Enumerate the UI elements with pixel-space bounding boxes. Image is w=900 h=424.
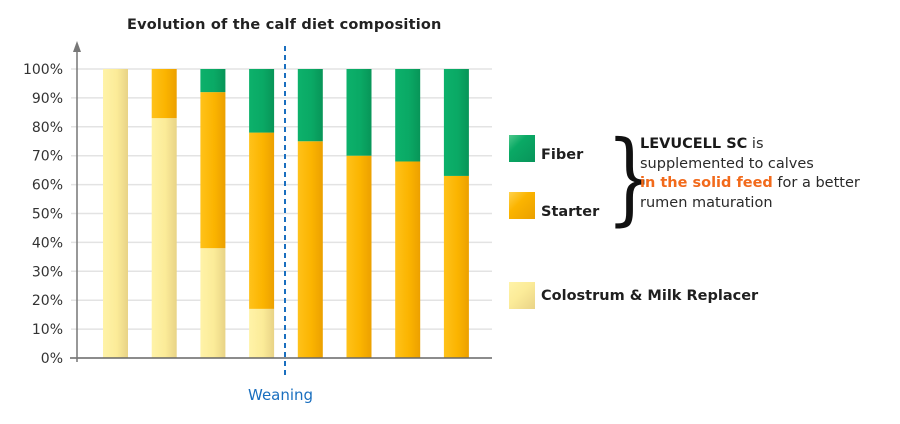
legend-item-colostrum: Colostrum & Milk Replacer: [509, 282, 758, 309]
bar-segment-starter: [297, 141, 323, 358]
y-tick-labels: 0% 10% 20% 30% 40% 50% 60% 70% 80% 90% 100%: [23, 62, 63, 367]
bar-segment-fiber: [346, 69, 372, 156]
legend-label-fiber: Fiber: [541, 147, 584, 163]
bar-segment-colostrum: [200, 248, 226, 358]
bars: [103, 69, 469, 358]
y-tick-label: 10%: [32, 322, 63, 338]
bar-segment-starter: [249, 132, 275, 309]
bar-segment-colostrum: [151, 118, 177, 358]
bar-segment-colostrum: [103, 69, 128, 358]
axes: [70, 41, 492, 362]
note-line-2: supplemented to calves: [640, 155, 814, 172]
bar-segment-fiber: [200, 69, 226, 93]
chart-title: Evolution of the calf diet composition: [127, 17, 442, 33]
note-product: LEVUCELL SC: [640, 136, 748, 152]
legend-item-fiber: Fiber: [509, 133, 583, 163]
y-tick-label: 0%: [41, 351, 63, 367]
weaning-label: Weaning: [248, 386, 314, 404]
y-tick-label: 100%: [23, 62, 63, 78]
bar-segment-starter: [151, 69, 177, 119]
y-tick-label: 20%: [32, 293, 63, 309]
curly-brace-icon: }: [605, 119, 654, 236]
bar-segment-fiber: [249, 69, 275, 133]
note-line-3-rest: for a better: [772, 175, 860, 191]
bar-segment-colostrum: [249, 308, 275, 358]
annotation-note: LEVUCELL SC is supplemented to calves in…: [640, 135, 860, 213]
bar-segment-starter: [346, 155, 372, 358]
bar-segment-starter: [200, 92, 226, 249]
bar-segment-starter: [443, 175, 469, 358]
legend-item-starter: Starter: [509, 190, 599, 220]
note-line-1-rest: is: [747, 136, 764, 152]
y-tick-label: 70%: [32, 149, 63, 165]
y-tick-label: 30%: [32, 264, 63, 280]
y-tick-label: 50%: [32, 207, 63, 223]
y-axis-arrow-icon: [73, 41, 81, 52]
y-tick-label: 80%: [32, 120, 63, 136]
y-tick-label: 40%: [32, 235, 63, 251]
y-tick-label: 60%: [32, 178, 63, 194]
legend-swatch-colostrum: [509, 282, 535, 309]
legend-label-starter: Starter: [541, 204, 600, 220]
y-tick-label: 90%: [32, 91, 63, 107]
legend-label-colostrum: Colostrum & Milk Replacer: [541, 287, 759, 304]
note-line-4: rumen maturation: [640, 194, 773, 211]
legend-swatch-fiber: [509, 134, 535, 162]
note-highlight: in the solid feed: [640, 175, 773, 191]
bar-segment-fiber: [443, 69, 469, 176]
note-line-1: LEVUCELL SC is: [640, 135, 860, 155]
gridlines: [71, 68, 492, 330]
bar-segment-starter: [395, 161, 421, 358]
note-line-3: in the solid feed for a better: [640, 174, 860, 194]
bar-segment-fiber: [297, 69, 323, 142]
legend-swatch-starter: [509, 191, 535, 219]
bar-segment-fiber: [395, 69, 421, 162]
